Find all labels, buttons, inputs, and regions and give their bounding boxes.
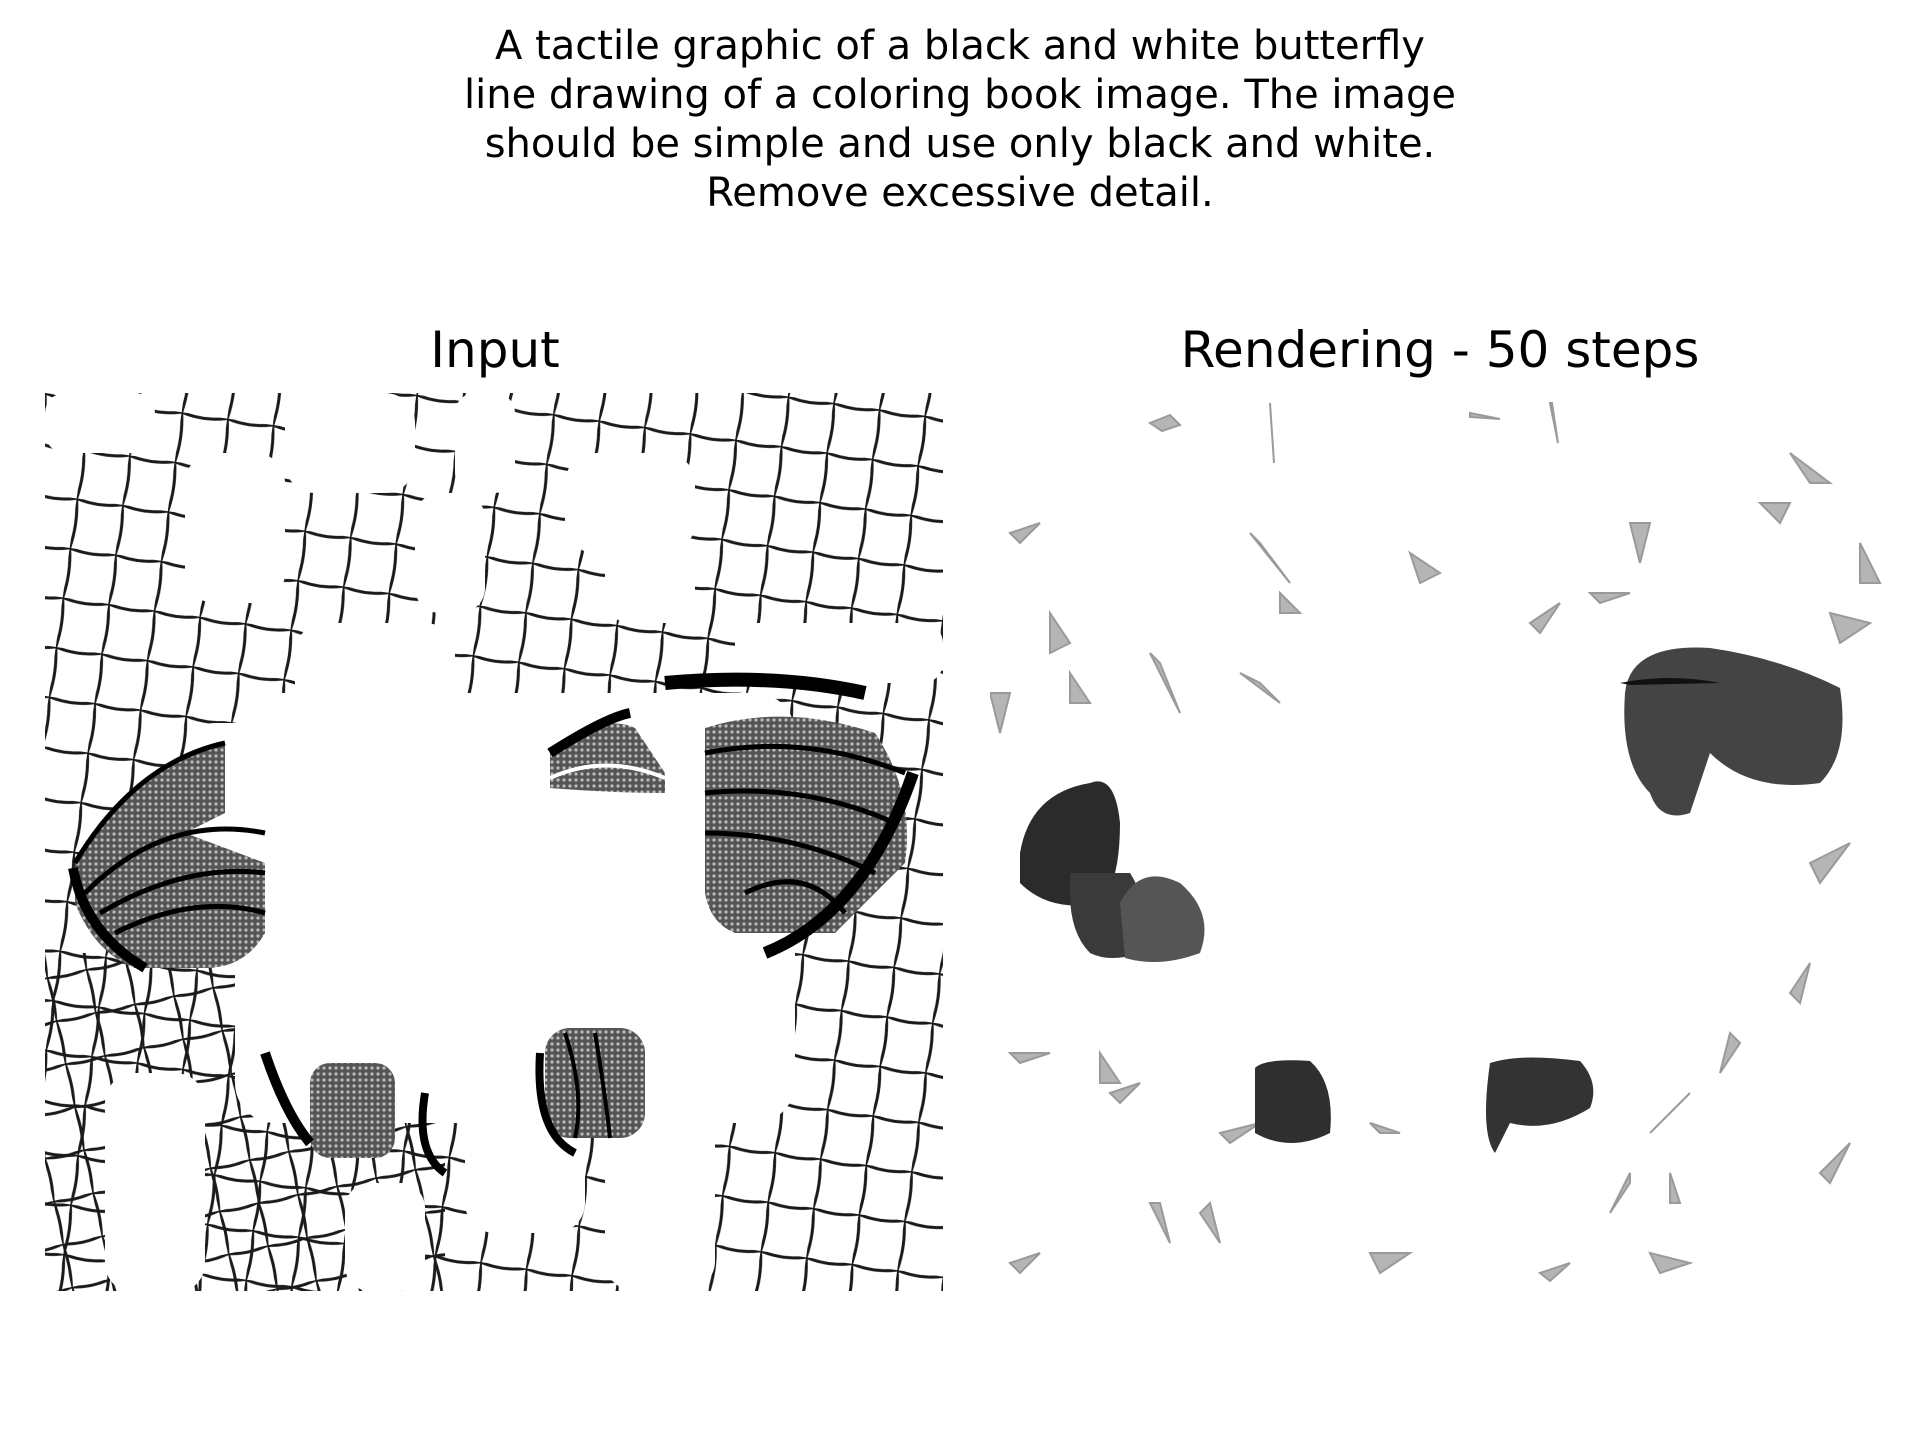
wing-fragment-bottom-left	[260, 1051, 395, 1158]
missing-patches	[45, 393, 943, 1291]
dark-blob-bottom-right	[1486, 1057, 1594, 1153]
dark-blobs	[1020, 647, 1843, 1153]
dark-streak-right	[1620, 678, 1720, 685]
input-panel-title: Input	[430, 321, 560, 379]
wing-fragment-right	[664, 672, 919, 959]
caption-line-4: Remove excessive detail.	[706, 170, 1214, 216]
light-fragments	[990, 402, 1882, 1283]
dark-blob-right-wing	[1624, 647, 1843, 816]
caption-line-3: should be simple and use only black and …	[484, 121, 1436, 167]
wing-fragment-bottom-center	[418, 1028, 645, 1177]
caption-line-1: A tactile graphic of a black and white b…	[495, 23, 1425, 69]
wing-fragment-top	[547, 708, 666, 793]
rendering-panel-title: Rendering - 50 steps	[1180, 321, 1700, 379]
prompt-caption: A tactile graphic of a black and white b…	[0, 22, 1920, 218]
wing-fragment-left	[68, 740, 266, 973]
dark-blob-bottom-left	[1255, 1060, 1331, 1143]
rendering-image	[990, 393, 1888, 1291]
dark-blob-left-wing-3	[1120, 876, 1205, 962]
caption-line-2: line drawing of a coloring book image. T…	[463, 72, 1457, 118]
input-image	[45, 393, 943, 1291]
